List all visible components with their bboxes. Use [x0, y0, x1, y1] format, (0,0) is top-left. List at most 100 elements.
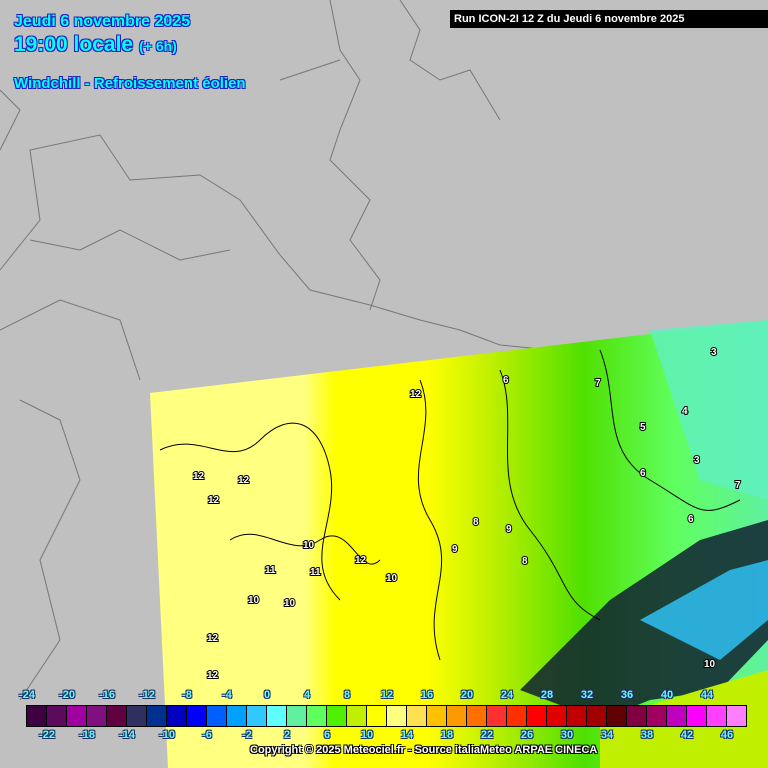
- svg-text:11: 11: [310, 567, 321, 578]
- colorbar-label: 28: [540, 689, 554, 701]
- svg-text:5: 5: [640, 422, 646, 433]
- colorbar-swatch: [367, 706, 387, 726]
- colorbar-swatch: [507, 706, 527, 726]
- colorbar-swatch: [287, 706, 307, 726]
- svg-text:9: 9: [506, 524, 512, 535]
- svg-text:10: 10: [284, 598, 296, 609]
- svg-text:4: 4: [682, 406, 688, 417]
- colorbar-swatch: [587, 706, 607, 726]
- colorbar-label: -4: [222, 689, 232, 701]
- colorbar-label: 30: [560, 729, 574, 741]
- colorbar-label: 8: [343, 689, 351, 701]
- svg-text:6: 6: [640, 468, 646, 479]
- svg-text:10: 10: [303, 540, 315, 551]
- colorbar-label: -2: [242, 729, 252, 741]
- colorbar-label: -22: [39, 729, 55, 741]
- colorbar-label: -12: [139, 689, 155, 701]
- colorbar-label: 40: [660, 689, 674, 701]
- svg-text:10: 10: [704, 659, 716, 670]
- colorbar-label: 24: [500, 689, 514, 701]
- colorbar-swatch: [167, 706, 187, 726]
- colorbar-swatch: [707, 706, 727, 726]
- colorbar-swatch: [627, 706, 647, 726]
- svg-text:10: 10: [386, 573, 398, 584]
- lead-time: (+ 6h): [139, 38, 177, 54]
- colorbar-swatch: [187, 706, 207, 726]
- colorbar-label: -6: [202, 729, 212, 741]
- svg-text:3: 3: [711, 347, 717, 358]
- colorbar-swatch: [107, 706, 127, 726]
- cool-top-right: [650, 320, 768, 500]
- colorbar-swatch: [327, 706, 347, 726]
- colorbar-swatch: [687, 706, 707, 726]
- svg-text:11: 11: [265, 565, 276, 576]
- colorbar-label: 46: [720, 729, 734, 741]
- colorbar-swatch: [227, 706, 247, 726]
- colorbar-label: -24: [19, 689, 35, 701]
- colorbar-swatch: [87, 706, 107, 726]
- colorbar-label: 10: [360, 729, 374, 741]
- svg-text:7: 7: [595, 378, 601, 389]
- colorbar-label: 26: [520, 729, 534, 741]
- colorbar-swatch: [307, 706, 327, 726]
- forecast-time: 19:00 locale (+ 6h): [14, 33, 177, 57]
- copyright: Copyright © 2025 Meteociel.fr - Source i…: [250, 744, 598, 756]
- colorbar-swatch: [567, 706, 587, 726]
- svg-text:12: 12: [410, 389, 422, 400]
- svg-text:6: 6: [503, 375, 509, 386]
- colorbar-label: 12: [380, 689, 394, 701]
- local-time: 19:00 locale: [14, 33, 134, 56]
- svg-text:9: 9: [452, 544, 458, 555]
- colorbar-swatch: [27, 706, 47, 726]
- svg-text:7: 7: [735, 480, 741, 491]
- colorbar-swatch: [487, 706, 507, 726]
- colorbar-label: -8: [182, 689, 192, 701]
- colorbar-label: -20: [59, 689, 75, 701]
- svg-text:12: 12: [355, 555, 367, 566]
- colorbar-swatch: [607, 706, 627, 726]
- colorbar-swatch: [647, 706, 667, 726]
- colorbar-swatch: [127, 706, 147, 726]
- colorbar-swatch: [427, 706, 447, 726]
- cold-blue-zone: [640, 560, 768, 660]
- colorbar-swatch: [447, 706, 467, 726]
- colorbar-label: 0: [263, 689, 271, 701]
- svg-text:6: 6: [688, 514, 694, 525]
- borders: [0, 0, 551, 701]
- colorbar-label: -16: [99, 689, 115, 701]
- colorbar-label: 6: [323, 729, 331, 741]
- colorbar-swatch: [67, 706, 87, 726]
- colorbar-swatch: [267, 706, 287, 726]
- svg-text:8: 8: [473, 517, 479, 528]
- colorbar-label: 22: [480, 729, 494, 741]
- colorbar-swatch: [547, 706, 567, 726]
- contour-labels: 12 12 12 12 12 10 11 11 10 10 12 12 6 6 …: [192, 346, 742, 682]
- colorbar-swatch: [47, 706, 67, 726]
- svg-text:10: 10: [248, 595, 260, 606]
- svg-text:3: 3: [694, 455, 700, 466]
- colorbar-swatch: [147, 706, 167, 726]
- colorbar-swatch: [527, 706, 547, 726]
- colorbar-label: 4: [303, 689, 311, 701]
- colorbar-swatch: [247, 706, 267, 726]
- colorbar-label: 14: [400, 729, 414, 741]
- svg-text:12: 12: [193, 471, 205, 482]
- colorbar-swatch: [467, 706, 487, 726]
- contour-lines: [159, 349, 741, 661]
- colorbar-label: -14: [119, 729, 135, 741]
- colorbar-label: 36: [620, 689, 634, 701]
- colorbar-label: 20: [460, 689, 474, 701]
- colorbar-swatch: [407, 706, 427, 726]
- svg-text:12: 12: [238, 475, 250, 486]
- colorbar-label: -18: [79, 729, 95, 741]
- colorbar-label: 18: [440, 729, 454, 741]
- colorbar-swatch: [347, 706, 367, 726]
- colorbar-label: 16: [420, 689, 434, 701]
- svg-text:8: 8: [522, 556, 528, 567]
- colorbar-swatch: [387, 706, 407, 726]
- colorbar-swatch: [667, 706, 687, 726]
- colorbar-label: 34: [600, 729, 614, 741]
- svg-text:12: 12: [208, 495, 220, 506]
- colorbar: [26, 705, 747, 727]
